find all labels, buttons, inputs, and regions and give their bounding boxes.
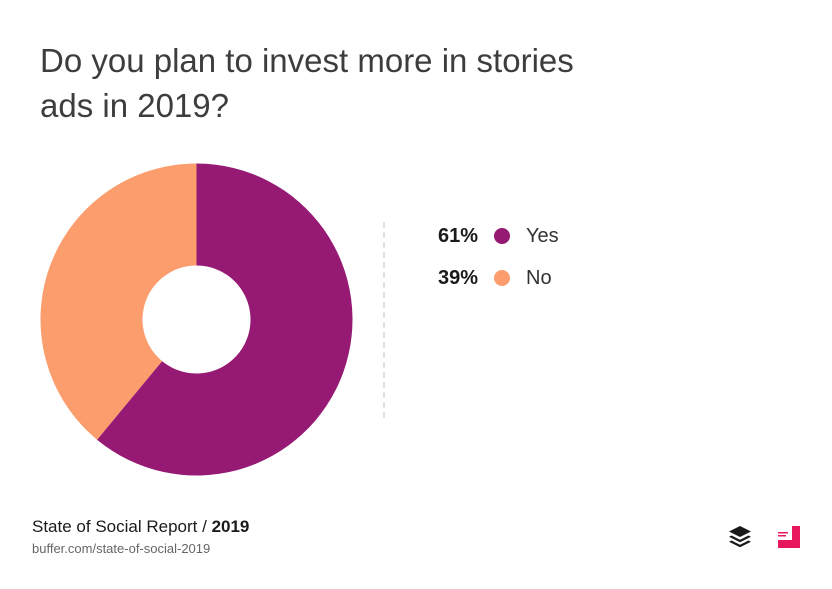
legend-item-no: 39% No xyxy=(418,262,559,294)
legend-label-yes: Yes xyxy=(526,224,559,247)
buffer-logo-icon xyxy=(729,526,751,548)
chart-title: Do you plan to invest more in stories ad… xyxy=(40,42,574,124)
legend-label-no: No xyxy=(526,266,552,289)
legend-value-no: 39% xyxy=(437,266,478,289)
report-year: 2019 xyxy=(211,517,250,536)
legend-divider xyxy=(383,222,385,418)
donut-chart xyxy=(40,163,353,476)
donut-slice-no xyxy=(40,163,197,440)
report-url[interactable]: buffer.com/state-of-social-2019 xyxy=(32,541,211,556)
legend-swatch-no xyxy=(494,270,510,286)
donut-slice-yes xyxy=(97,163,353,476)
legend-value-yes: 61% xyxy=(437,224,478,247)
report-name: State of Social Report / xyxy=(32,517,207,536)
legend-item-yes: 61% Yes xyxy=(418,220,559,252)
legend: 61% Yes 39% No xyxy=(418,220,559,304)
social-report-logo-icon xyxy=(775,523,801,549)
legend-swatch-yes xyxy=(494,228,510,244)
report-title: State of Social Report / 2019 xyxy=(32,517,249,537)
